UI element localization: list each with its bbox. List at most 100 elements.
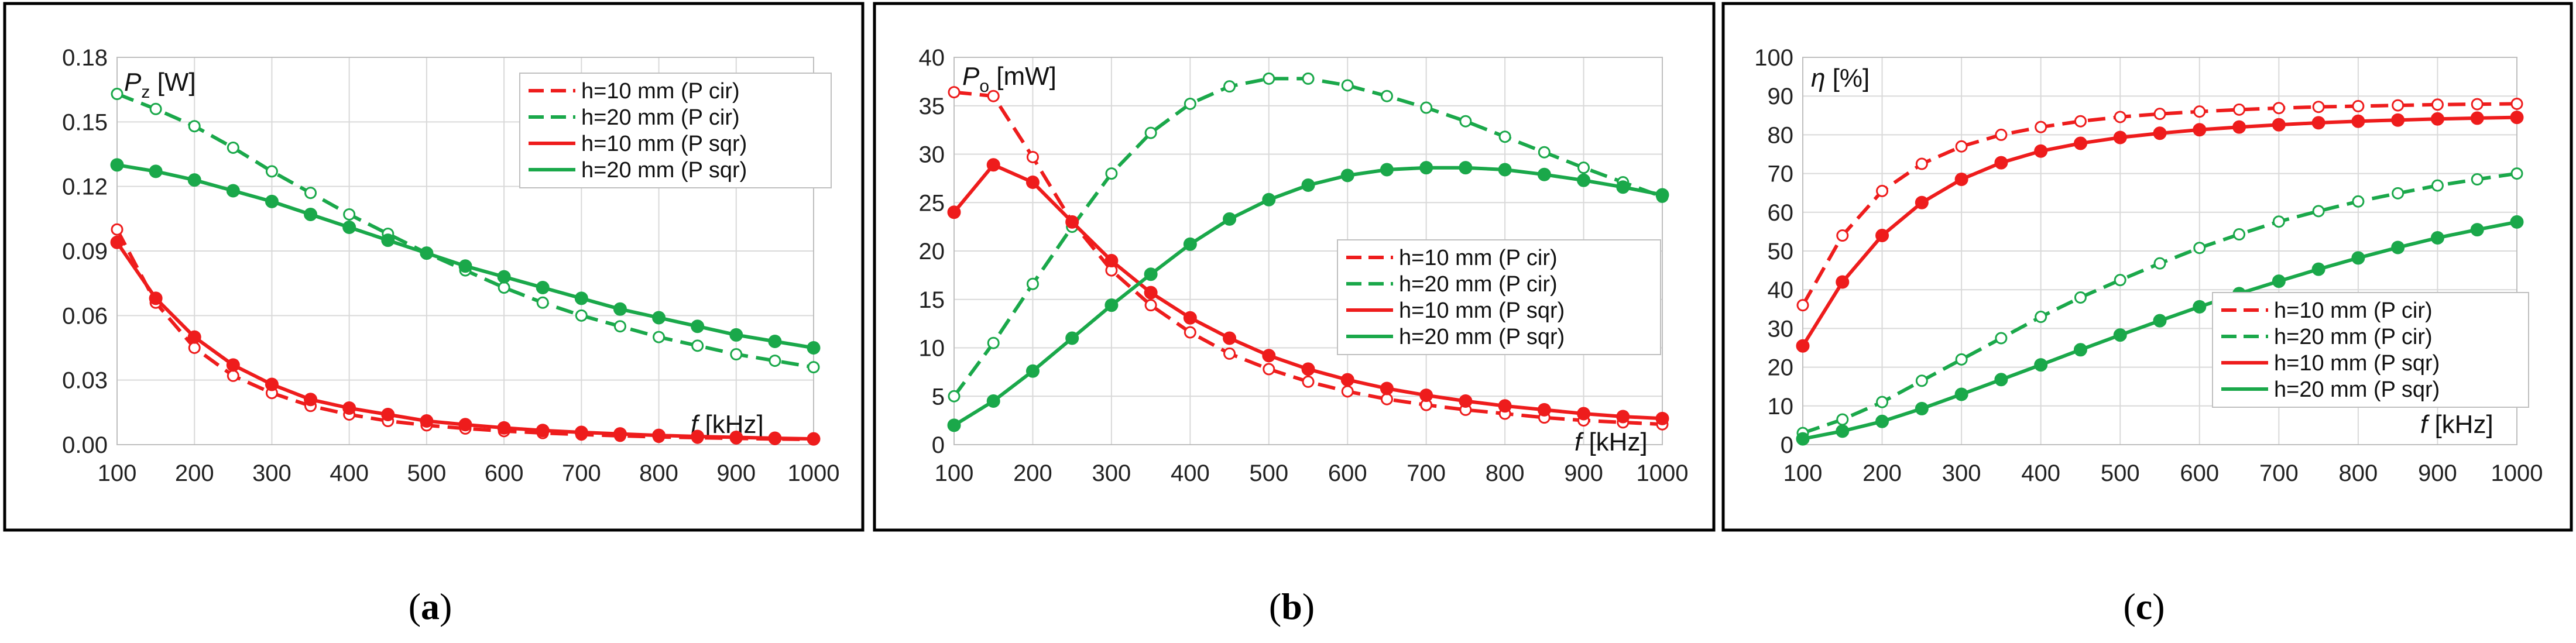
legend-label-0: h=10 mm (P cir) [2274,298,2433,323]
y-tick-label: 0.00 [62,432,108,458]
data-point [187,330,201,344]
data-point [1025,175,1040,189]
x-tick-label: 400 [1171,460,1210,486]
data-point [1955,140,1968,153]
data-point [1419,388,1433,403]
data-point [1915,374,1928,387]
y-tick-label: 5 [932,384,945,410]
data-point [2153,126,2167,140]
y-tick-label: 50 [1768,239,1794,264]
data-point [1655,188,1669,202]
data-point [2471,98,2484,111]
x-tick-label: 700 [1407,460,1446,486]
data-point [1995,332,2008,345]
data-point [1915,401,1929,415]
data-point [1301,178,1315,192]
data-point [342,401,356,415]
data-point [498,281,510,294]
chart-panel-c: 100 200 300 400 500 600 700 800 900 1000 0 10 20 30 40… [1721,2,2573,627]
data-point [187,173,201,187]
data-point [343,208,356,221]
data-point [2311,262,2325,276]
data-point [2312,101,2325,114]
data-point [2193,105,2206,118]
data-point [652,311,666,325]
x-tick-label: 1000 [2491,460,2543,486]
x-tick-label: 500 [2101,460,2140,486]
data-point [613,427,627,441]
x-tick-label: 200 [1013,460,1052,486]
y-tick-label: 20 [919,239,945,264]
data-point [188,342,201,354]
data-point [304,187,317,200]
data-point [2510,215,2524,229]
data-point [948,86,961,99]
data-point [2034,144,2048,158]
data-point [2113,328,2127,342]
data-point [188,120,201,133]
data-point [2471,173,2484,186]
data-point [497,421,511,435]
legend-label-1: h=20 mm (P cir) [581,105,740,130]
y-tick-label: 15 [919,287,945,313]
data-point [1875,229,1889,243]
data-point [1876,184,1889,197]
data-point [2430,231,2444,245]
plot-area [116,57,814,445]
data-point [227,369,239,382]
data-point [1380,163,1394,177]
data-point [575,309,588,322]
data-point [1995,128,2008,141]
data-point [1144,299,1157,312]
data-point [1796,339,1810,353]
data-point [265,194,279,208]
y-tick-label: 90 [1768,84,1794,109]
data-point [2193,123,2207,137]
data-point [1459,394,1473,408]
data-point [1026,150,1039,163]
data-point [226,358,240,372]
data-point [2352,195,2365,208]
data-point [729,430,743,444]
data-point [1876,396,1889,408]
data-point [1184,326,1196,339]
data-point [2073,136,2087,150]
data-point [381,233,395,247]
x-tick-label: 800 [639,460,678,486]
data-point [1655,411,1669,425]
y-tick-label: 30 [919,142,945,168]
y-axis-label: Pz [W] [124,68,196,102]
data-point [1341,385,1354,398]
panel-frame [1721,2,2573,532]
data-point [613,302,627,316]
data-point [2034,358,2048,372]
data-point [2431,179,2444,192]
data-point [110,158,124,172]
data-point [111,223,124,236]
data-point [1380,381,1394,396]
chart-panel-b: 100 200 300 400 500 600 700 800 900 1000 0 5 10 15 20 2… [873,2,1716,627]
data-point [2351,251,2365,265]
data-point [536,296,549,309]
data-point [807,361,820,374]
x-tick-label: 100 [935,460,974,486]
plot-area [953,57,1663,445]
data-point [2351,114,2365,128]
x-tick-label: 500 [1249,460,1288,486]
data-point [1955,353,1968,366]
data-point [2391,113,2405,127]
data-point [265,377,279,391]
y-tick-label: 0.09 [62,239,108,264]
x-tick-label: 500 [407,460,447,486]
x-tick-label: 300 [1942,460,1981,486]
data-point [768,431,782,445]
y-tick-label: 10 [1768,394,1794,420]
panel-caption: (c) [2123,586,2165,627]
x-tick-label: 700 [2259,460,2299,486]
y-tick-label: 0.06 [62,303,108,329]
data-point [2193,300,2207,314]
y-tick-label: 35 [919,94,945,119]
data-point [1577,173,1591,187]
legend-label-3: h=20 mm (P sqr) [581,158,747,183]
